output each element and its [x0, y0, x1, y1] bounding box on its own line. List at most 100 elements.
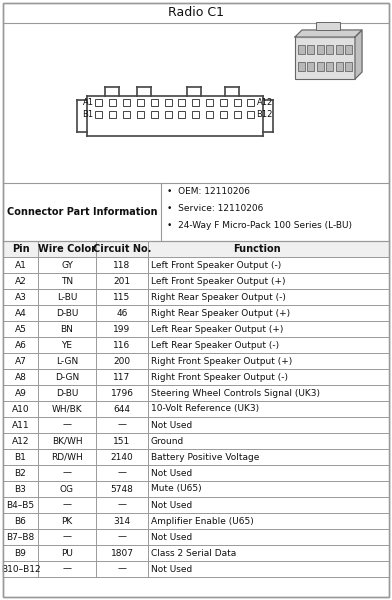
Bar	[3, 241, 389, 257]
Text: Right Rear Speaker Output (-): Right Rear Speaker Output (-)	[151, 292, 286, 301]
Text: D-GN: D-GN	[55, 373, 79, 382]
Bar	[3, 385, 389, 401]
Bar	[192, 112, 199, 118]
Bar	[137, 99, 144, 106]
Bar	[3, 321, 389, 337]
Bar	[3, 289, 389, 305]
Text: Left Rear Speaker Output (-): Left Rear Speaker Output (-)	[151, 340, 279, 349]
Bar	[165, 99, 172, 106]
Bar	[247, 99, 254, 106]
Text: 10-Volt Reference (UK3): 10-Volt Reference (UK3)	[151, 404, 259, 413]
Bar	[123, 112, 130, 118]
Bar	[123, 99, 130, 106]
Bar	[206, 99, 213, 106]
Bar	[3, 545, 389, 561]
Text: 118: 118	[113, 260, 131, 269]
Text: Connector Part Information: Connector Part Information	[7, 207, 157, 217]
Text: 199: 199	[113, 325, 131, 334]
Text: Right Front Speaker Output (+): Right Front Speaker Output (+)	[151, 356, 292, 365]
Bar	[206, 112, 213, 118]
Text: D-BU: D-BU	[56, 308, 78, 317]
Bar	[317, 62, 324, 71]
Text: 46: 46	[116, 308, 128, 317]
Bar	[137, 112, 144, 118]
Text: Function: Function	[233, 244, 280, 254]
Bar	[151, 112, 158, 118]
Text: •  OEM: 12110206: • OEM: 12110206	[167, 187, 250, 196]
Text: A12: A12	[256, 98, 273, 107]
Text: Wire Color: Wire Color	[38, 244, 96, 254]
Text: 5748: 5748	[111, 485, 133, 493]
Text: PU: PU	[61, 548, 73, 557]
Text: Circuit No.: Circuit No.	[93, 244, 151, 254]
Bar	[3, 401, 389, 417]
Text: Not Used: Not Used	[151, 533, 192, 541]
Text: B2: B2	[15, 469, 26, 478]
Text: B9: B9	[15, 548, 26, 557]
Text: YE: YE	[62, 340, 73, 349]
Text: 117: 117	[113, 373, 131, 382]
Bar	[96, 99, 102, 106]
Bar	[234, 99, 241, 106]
Text: A10: A10	[12, 404, 29, 413]
Bar	[3, 353, 389, 369]
Bar	[326, 62, 333, 71]
Text: 151: 151	[113, 437, 131, 445]
Text: Left Front Speaker Output (-): Left Front Speaker Output (-)	[151, 260, 281, 269]
Bar	[317, 45, 324, 54]
Bar	[178, 112, 185, 118]
Bar	[3, 481, 389, 497]
Bar	[3, 305, 389, 321]
Text: WH/BK: WH/BK	[52, 404, 82, 413]
Text: B12: B12	[256, 110, 273, 119]
Text: —: —	[62, 565, 71, 574]
Bar	[307, 62, 314, 71]
Text: A1: A1	[15, 260, 26, 269]
Text: Right Front Speaker Output (-): Right Front Speaker Output (-)	[151, 373, 288, 382]
Text: —: —	[118, 469, 127, 478]
Text: A12: A12	[12, 437, 29, 445]
Text: A5: A5	[15, 325, 26, 334]
Bar	[151, 99, 158, 106]
Bar	[178, 99, 185, 106]
Text: —: —	[118, 421, 127, 430]
Bar	[3, 337, 389, 353]
Text: PK: PK	[62, 517, 73, 526]
Bar	[3, 273, 389, 289]
Text: Ground: Ground	[151, 437, 184, 445]
Text: B4–B5: B4–B5	[6, 500, 34, 509]
Text: A4: A4	[15, 308, 26, 317]
Bar	[192, 99, 199, 106]
Bar	[3, 561, 389, 577]
Text: Left Rear Speaker Output (+): Left Rear Speaker Output (+)	[151, 325, 283, 334]
Text: A11: A11	[12, 421, 29, 430]
Bar	[336, 62, 343, 71]
Text: BK/WH: BK/WH	[52, 437, 82, 445]
Bar	[336, 45, 343, 54]
Text: A9: A9	[15, 389, 26, 397]
Bar	[234, 112, 241, 118]
Bar	[96, 112, 102, 118]
Text: 116: 116	[113, 340, 131, 349]
Text: A2: A2	[15, 277, 26, 286]
Text: Not Used: Not Used	[151, 469, 192, 478]
Text: 314: 314	[113, 517, 131, 526]
Text: —: —	[62, 421, 71, 430]
Bar	[345, 62, 352, 71]
Text: Right Rear Speaker Output (+): Right Rear Speaker Output (+)	[151, 308, 290, 317]
Bar	[109, 99, 116, 106]
Text: A8: A8	[15, 373, 26, 382]
Bar	[3, 513, 389, 529]
Text: B1: B1	[82, 110, 94, 119]
Text: B7–B8: B7–B8	[6, 533, 34, 541]
Text: L-GN: L-GN	[56, 356, 78, 365]
Text: A1: A1	[82, 98, 94, 107]
Text: 200: 200	[113, 356, 131, 365]
Text: —: —	[62, 469, 71, 478]
Text: •  Service: 12110206: • Service: 12110206	[167, 204, 263, 213]
Bar	[3, 433, 389, 449]
Text: 2140: 2140	[111, 452, 133, 461]
Text: Not Used: Not Used	[151, 500, 192, 509]
Bar	[3, 417, 389, 433]
Bar	[307, 45, 314, 54]
